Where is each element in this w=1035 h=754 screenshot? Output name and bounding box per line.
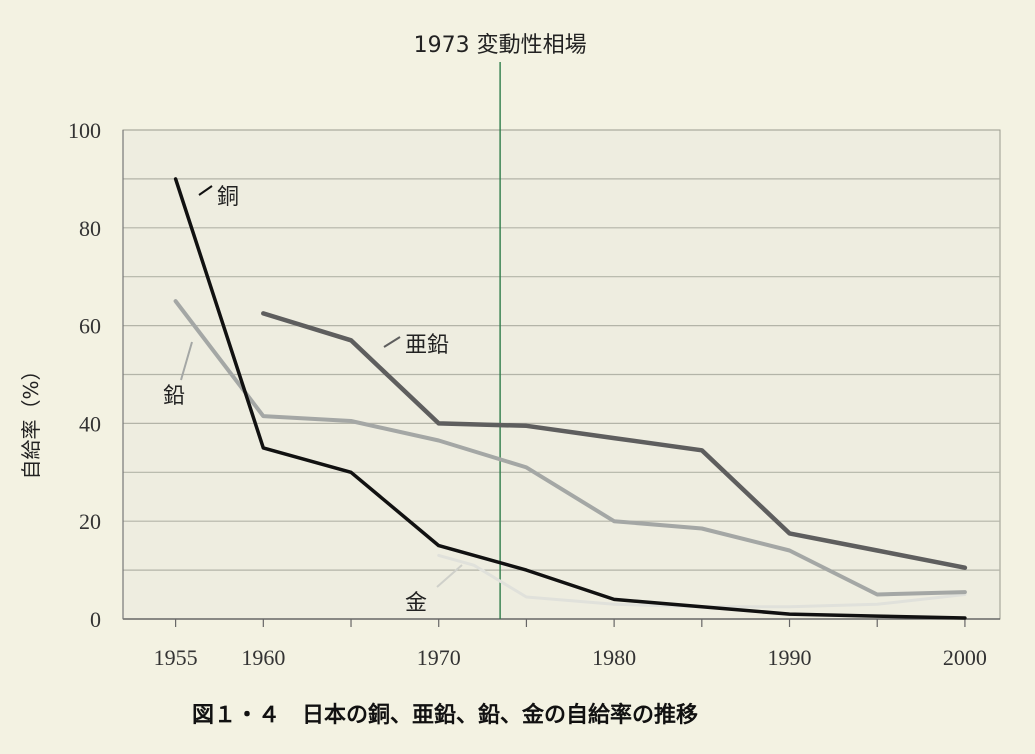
event-marker: 1973 変動性相場 [414,33,587,619]
series-line [261,311,968,570]
x-tick-label: 1970 [417,645,461,670]
axes: 0 20 40 60 80 100 1955 1960 1970 1980 1990 2000 [68,118,1000,670]
x-tick-label: 2000 [943,645,987,670]
series-lines [173,177,968,620]
x-tick-label: 1960 [241,645,285,670]
x-tick-label: 1990 [768,645,812,670]
event-label: 1973 変動性相場 [414,33,587,58]
y-tick-label: 20 [79,509,101,534]
series-leader-line [180,341,193,381]
x-tick-label: 1955 [154,645,198,670]
y-tick-label: 80 [79,216,101,241]
series-label: 鉛 [163,384,185,409]
series-label: 金 [405,591,427,616]
y-tick-label: 100 [68,118,101,143]
y-tick-label: 40 [79,411,101,436]
series-line [437,553,967,609]
series-label: 銅 [217,185,239,210]
series-label: 亜鉛 [405,333,449,358]
y-axis-title: 自給率（%） [19,360,43,479]
figure-caption: 図１・４ 日本の銅、亜鉛、鉛、金の自給率の推移 [192,702,698,728]
series-line [173,177,967,620]
series-leader-line [383,336,401,348]
series-leader-line [198,185,213,196]
y-tick-label: 60 [79,314,101,339]
x-tick-label: 1980 [592,645,636,670]
series-line [173,299,967,597]
grid-lines [123,178,1000,571]
series-leader-line [436,564,463,588]
y-tick-label: 0 [90,607,101,632]
